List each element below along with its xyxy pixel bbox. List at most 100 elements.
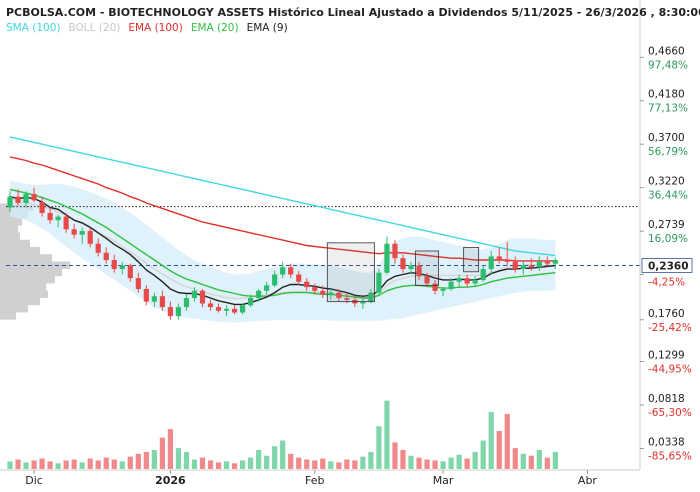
legend-entry: EMA (100): [128, 22, 182, 34]
y-tick-label: 0,1760: [648, 308, 685, 320]
x-tick-label: Feb: [305, 474, 324, 487]
volume-bar: [71, 459, 77, 469]
y-tick-percent: 97,48%: [648, 59, 688, 71]
candle-body: [264, 285, 270, 291]
volume-bar: [512, 448, 518, 469]
volume-bar: [536, 450, 542, 469]
candle-body: [111, 260, 117, 270]
y-tick-label: 0,2739: [648, 219, 685, 231]
volume-profile-bar: [0, 225, 18, 233]
candle-body: [256, 290, 262, 299]
volume-bar: [400, 450, 406, 469]
candle-body: [472, 279, 478, 284]
candle-body: [544, 261, 550, 264]
candle-body: [39, 202, 45, 213]
volume-bar: [272, 446, 278, 469]
volume-bar: [352, 460, 358, 469]
y-tick-label: 0,4180: [648, 89, 685, 101]
candle-body: [464, 278, 470, 284]
candle-body: [440, 288, 446, 291]
candle-body: [552, 260, 558, 264]
volume-bar: [15, 459, 21, 469]
volume-profile-bar: [0, 275, 55, 284]
candle-body: [103, 252, 109, 261]
y-tick-label: 0,0338: [648, 436, 685, 448]
candle-body: [496, 256, 502, 261]
volume-bar: [480, 440, 486, 469]
candle-body: [135, 278, 141, 289]
volume-bar: [55, 463, 61, 469]
volume-bar: [151, 450, 157, 469]
bollinger-middle-line: [9, 197, 556, 300]
candle-body: [7, 196, 13, 208]
volume-bar: [464, 458, 470, 469]
volume-bar: [231, 463, 238, 469]
candle-body: [296, 274, 302, 282]
candle-body: [504, 260, 510, 262]
volume-profile-bar: [0, 283, 46, 291]
candle-body: [336, 292, 342, 299]
volume-bar: [7, 461, 13, 469]
volume-bar: [127, 456, 133, 469]
volume-bar: [119, 461, 125, 469]
volume-profile-bar: [0, 297, 40, 306]
candle-body: [528, 265, 534, 268]
volume-bar: [256, 450, 262, 469]
volume-bar: [159, 437, 165, 469]
candle-body: [376, 272, 382, 293]
x-axis: Dic 2026 Feb Mar Abr: [25, 470, 597, 487]
volume-bar: [528, 455, 534, 469]
volume-bar: [440, 461, 446, 469]
candle-body: [191, 290, 198, 299]
volume-bar: [520, 453, 526, 469]
x-tick-label: Abr: [578, 474, 598, 487]
volume-bar: [496, 431, 502, 469]
volume-bar: [39, 458, 45, 469]
volume-bar: [328, 461, 334, 469]
volume-bar: [207, 460, 214, 469]
volume-bar: [296, 457, 302, 469]
candle-body: [207, 303, 214, 308]
legend-entry: EMA (20): [191, 22, 239, 34]
y-tick-label: 0,1299: [648, 349, 685, 361]
candle-body: [167, 307, 173, 317]
chart-legend: SMA (100) BOLL (20) EMA (100) EMA (20) EMA (…: [6, 22, 288, 34]
volume-bar: [472, 451, 478, 469]
volume-bar: [408, 455, 414, 469]
candle-body: [95, 243, 101, 253]
y-tick-percent: 16,09%: [648, 233, 688, 245]
volume-profile-bar: [0, 239, 30, 248]
candle-body: [320, 290, 326, 295]
x-tick-label: Mar: [433, 474, 454, 487]
volume-bar: [111, 459, 117, 469]
volume-bar: [63, 460, 69, 469]
candle-body: [151, 296, 157, 302]
volume-bar: [504, 413, 510, 469]
candle-body: [312, 287, 318, 291]
volume-bar: [135, 453, 141, 469]
volume-profile-bar: [0, 232, 20, 240]
volume-bar: [320, 458, 326, 469]
volume-bar: [552, 451, 558, 469]
candle-body: [127, 265, 133, 279]
candle-body: [432, 283, 438, 291]
candlesticks: [7, 187, 558, 320]
volume-bar: [336, 462, 342, 469]
candle-body: [408, 265, 414, 270]
volume-bar: [103, 457, 109, 469]
y-tick-percent: 56,79%: [648, 146, 688, 158]
candle-body: [63, 216, 69, 230]
candle-body: [55, 216, 61, 221]
volume-bar: [23, 462, 29, 469]
candle-body: [71, 229, 77, 235]
volume-profile-bar: [0, 290, 48, 298]
volume-bar: [183, 451, 190, 469]
volume-bar: [448, 457, 454, 469]
candle-body: [239, 305, 246, 313]
indicator-lines: [9, 136, 556, 306]
y-tick-percent: -25,42%: [648, 322, 692, 334]
candle-body: [328, 292, 334, 295]
volume-bar: [248, 457, 254, 469]
volume-bars: [7, 400, 558, 469]
y-tick-percent: -44,95%: [648, 363, 692, 375]
